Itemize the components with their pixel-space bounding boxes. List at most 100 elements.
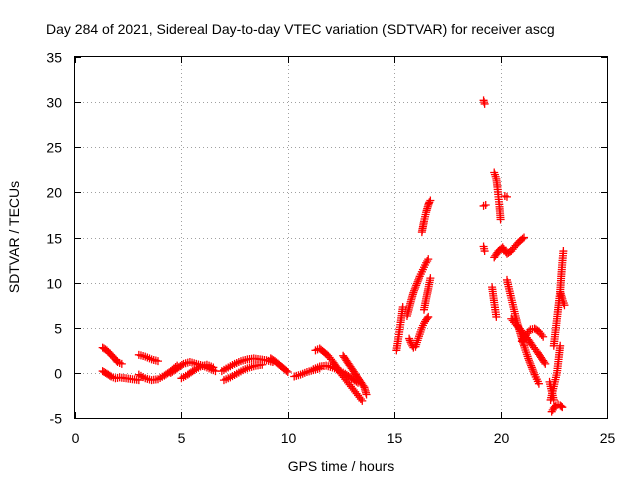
- x-tick-label: 10: [281, 430, 297, 446]
- y-tick-label: 35: [46, 50, 62, 66]
- series-arc-12: [309, 361, 363, 387]
- series-arc-7: [217, 354, 277, 376]
- series-arc-29: [546, 341, 565, 404]
- data-point: [283, 367, 292, 376]
- data-point: [490, 170, 499, 179]
- series-arc-24: [500, 191, 511, 201]
- x-axis-label: GPS time / hours: [288, 458, 395, 474]
- data-point: [525, 358, 534, 367]
- data-point: [405, 334, 414, 343]
- data-point: [560, 301, 569, 310]
- y-axis-label: SDTVAR / TECUs: [6, 181, 22, 293]
- series-arc-33: [545, 377, 558, 404]
- data-point: [423, 256, 432, 265]
- data-point: [537, 330, 546, 339]
- data-point: [412, 281, 421, 290]
- data-point: [527, 361, 536, 370]
- x-tick-label: 5: [178, 430, 186, 446]
- data-point: [521, 346, 530, 355]
- data-point: [524, 356, 533, 365]
- data-point: [522, 348, 531, 357]
- data-point: [410, 284, 419, 293]
- data-point: [426, 274, 435, 283]
- y-tick-label: 25: [46, 140, 62, 156]
- data-point: [491, 172, 500, 181]
- data-point: [415, 330, 424, 339]
- data-points: [98, 96, 569, 416]
- data-point: [529, 367, 538, 376]
- data-point: [358, 396, 367, 405]
- chart-title: Day 284 of 2021, Sidereal Day-to-day VTE…: [46, 21, 555, 37]
- data-point: [414, 275, 423, 284]
- data-point: [524, 354, 533, 363]
- series-arc-32: [556, 287, 569, 310]
- data-point: [526, 359, 535, 368]
- data-point: [117, 359, 126, 368]
- data-point: [492, 312, 501, 321]
- data-point: [425, 198, 434, 207]
- y-tick-label: -5: [50, 411, 63, 427]
- data-point: [529, 368, 538, 377]
- y-tick-label: 10: [46, 276, 62, 292]
- y-tick-label: 20: [46, 185, 62, 201]
- data-point: [559, 247, 568, 256]
- data-point: [527, 363, 536, 372]
- data-point: [496, 215, 505, 224]
- data-point: [423, 314, 432, 323]
- series-arc-22: [490, 168, 505, 224]
- data-point: [424, 255, 433, 264]
- y-tick-label: 0: [54, 366, 62, 382]
- series-arc-14: [392, 302, 407, 355]
- plot-frame: [74, 56, 608, 419]
- data-point: [398, 302, 407, 311]
- data-point: [481, 201, 490, 210]
- series-arc-4: [134, 350, 162, 366]
- series-arc-19: [479, 96, 489, 108]
- series-arc-1: [98, 343, 126, 368]
- data-point: [415, 274, 424, 283]
- data-point: [105, 371, 114, 380]
- data-point: [356, 395, 365, 404]
- data-point: [209, 363, 218, 372]
- series-arc-23: [490, 233, 529, 262]
- data-point: [414, 334, 423, 343]
- data-point: [520, 233, 529, 242]
- data-point: [413, 336, 422, 345]
- data-point: [413, 277, 422, 286]
- data-point: [409, 288, 418, 297]
- x-tick-label: 20: [494, 430, 510, 446]
- data-point: [549, 395, 558, 404]
- series-arc-18: [419, 274, 435, 314]
- data-point: [540, 358, 549, 367]
- data-point: [359, 381, 368, 390]
- y-tick-label: 30: [46, 95, 62, 111]
- data-point: [541, 359, 550, 368]
- y-tick-label: 15: [46, 231, 62, 247]
- data-point: [412, 279, 421, 288]
- data-point: [362, 390, 371, 399]
- data-point: [480, 99, 489, 108]
- data-point: [405, 336, 414, 345]
- data-point: [424, 312, 433, 321]
- series-arc-8: [219, 360, 267, 385]
- data-point: [282, 366, 291, 375]
- series-arc-17: [417, 196, 435, 237]
- series-arc-2: [98, 367, 143, 385]
- data-point: [558, 403, 567, 412]
- data-point: [410, 286, 419, 295]
- series-arc-21: [479, 242, 489, 256]
- data-point: [534, 379, 543, 388]
- y-tick-label: 5: [54, 321, 62, 337]
- data-point: [411, 283, 420, 292]
- data-point: [153, 357, 162, 366]
- series-arc-28: [517, 324, 548, 346]
- data-point: [479, 201, 488, 210]
- series-arc-15: [402, 255, 433, 321]
- data-point: [518, 234, 527, 243]
- series-arc-25: [488, 283, 501, 321]
- data-point: [539, 332, 548, 341]
- data-point: [502, 192, 511, 201]
- data-point: [490, 168, 499, 177]
- series-arc-9: [266, 354, 292, 376]
